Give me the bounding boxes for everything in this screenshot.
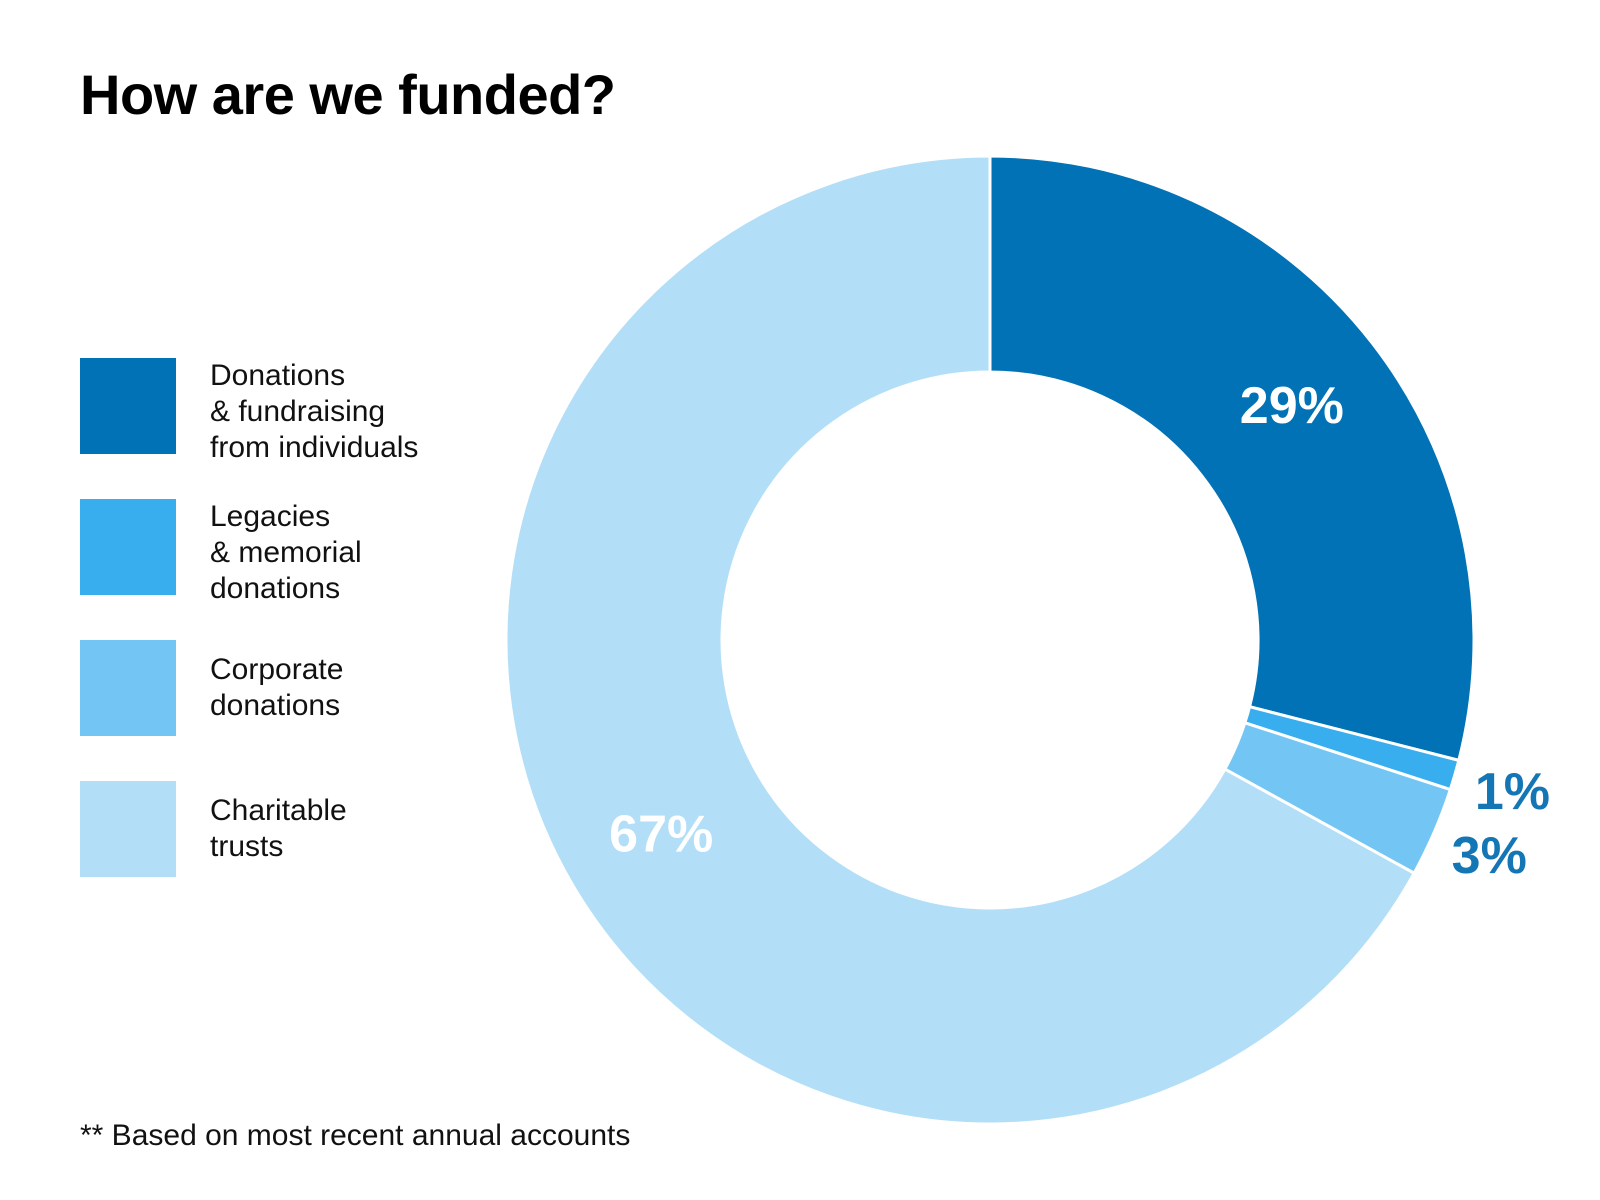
legend-label-corporate: Corporate donations <box>210 653 344 722</box>
data-label-legacies-and-memorial-donations: 1% <box>1475 763 1550 821</box>
donut-slices <box>504 154 1476 1126</box>
chart-title: How are we funded? <box>80 63 616 126</box>
donut-data-labels: 29% 1% 3% 67% <box>609 377 1550 885</box>
legend-label-trusts: Charitable trusts <box>210 794 347 863</box>
legend-swatch-legacies <box>80 499 176 595</box>
footnote: ** Based on most recent annual accounts <box>80 1119 631 1152</box>
legend-item-legacies: Legacies & memorial donations <box>80 499 480 605</box>
legend-swatch-donations <box>80 358 176 454</box>
legend-item-donations: Donations & fundraising from individuals <box>80 358 480 464</box>
legend-item-corporate: Corporate donations <box>80 640 480 740</box>
slice-charitable-trusts <box>504 154 1417 1126</box>
slice-donations-and-fundraising-from-individuals <box>988 154 1476 763</box>
legend-swatch-trusts <box>80 781 176 877</box>
legend-item-trusts: Charitable trusts <box>80 781 480 881</box>
legend-swatch-corporate <box>80 640 176 736</box>
data-label-donations-and-fundraising-from-individuals: 29% <box>1240 377 1344 435</box>
legend-label-donations: Donations & fundraising from individuals <box>210 359 419 464</box>
data-label-corporate-donations: 3% <box>1452 827 1527 885</box>
data-label-charitable-trusts: 67% <box>609 805 713 863</box>
legend-label-legacies: Legacies & memorial donations <box>210 500 362 605</box>
